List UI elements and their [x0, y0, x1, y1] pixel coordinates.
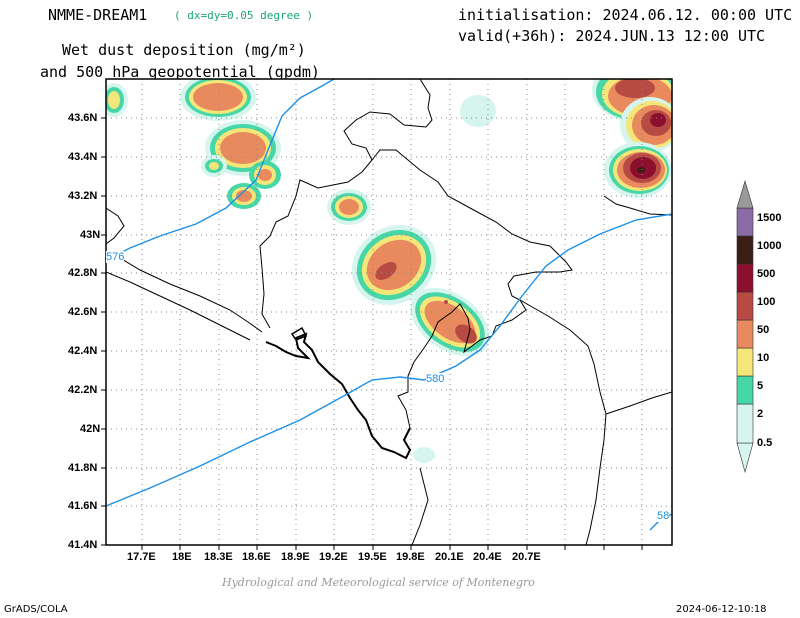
colorbar-label: 100 [757, 296, 776, 308]
colorbar-label: 50 [757, 324, 770, 336]
colorbar-label: 5 [757, 380, 764, 392]
lat-label: 43N [80, 229, 101, 241]
coastline [265, 332, 412, 460]
lat-label: 42.8N [68, 267, 98, 279]
lat-label: 43.4N [68, 151, 98, 163]
colorbar-label: 10 [757, 352, 770, 364]
lat-label: 42.4N [68, 345, 98, 357]
chart-title-line1: Wet dust deposition (mg/m²) [62, 41, 306, 59]
colorbar-label: 500 [757, 268, 776, 280]
lon-label: 19.8E [396, 551, 425, 563]
lon-label: 18E [172, 551, 192, 563]
lat-label: 42.2N [68, 384, 98, 396]
bay-of-kotor [290, 326, 308, 341]
chart-title-line2: and 500 hPa geopotential (gpdm) [40, 63, 320, 81]
init-time: initialisation: 2024.06.12. 00:00 UTC [458, 6, 793, 24]
lon-label: 19.5E [358, 551, 387, 563]
lat-label: 41.4N [68, 539, 98, 551]
lon-label: 18.3E [204, 551, 233, 563]
lon-label: 20.1E [435, 551, 464, 563]
colorbar-label: 0.5 [757, 437, 773, 449]
colorbar [736, 179, 754, 474]
lon-label: 18.9E [281, 551, 310, 563]
lon-label: 17.7E [127, 551, 156, 563]
model-name: NMME-DREAM1 [48, 6, 148, 24]
contour-label: 576 [106, 251, 125, 263]
lat-label: 43.2N [68, 190, 98, 202]
credit-text: Hydrological and Meteorological service … [222, 576, 535, 589]
contour-label: 580 [426, 373, 445, 385]
lon-label: 18.6E [242, 551, 271, 563]
valid-time: valid(+36h): 2024.JUN.13 12:00 UTC [458, 27, 766, 45]
software-label: GrADS/COLA [4, 604, 68, 615]
lat-label: 42.6N [68, 306, 98, 318]
axis-ticks [101, 117, 643, 550]
lon-label: 20.4E [473, 551, 502, 563]
map-area [106, 79, 672, 545]
lat-label: 41.6N [68, 500, 98, 512]
colorbar-label: 1500 [757, 212, 782, 224]
lon-label: 19.2E [319, 551, 348, 563]
resolution-label: ( dx=dy=0.05 degree ) [174, 9, 314, 22]
generated-timestamp: 2024-06-12-10:18 [676, 604, 767, 615]
contour-label: 58 [657, 510, 670, 522]
lat-label: 41.8N [68, 462, 98, 474]
lon-label: 20.7E [512, 551, 541, 563]
colorbar-label: 2 [757, 408, 764, 420]
lat-label: 42N [80, 423, 101, 435]
colorbar-label: 1000 [757, 240, 782, 252]
lat-label: 43.6N [68, 112, 98, 124]
